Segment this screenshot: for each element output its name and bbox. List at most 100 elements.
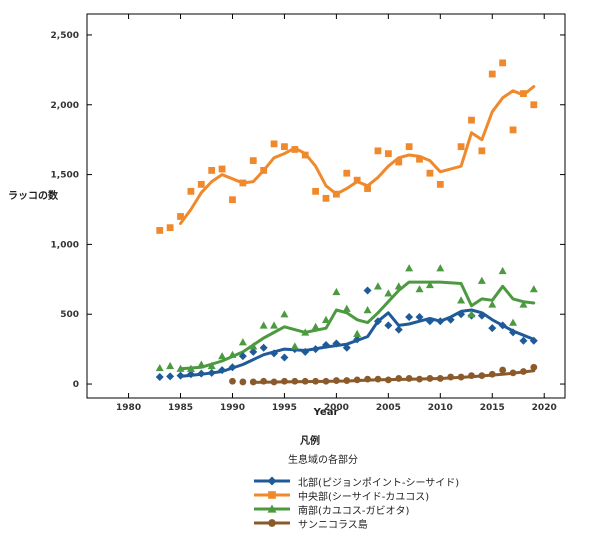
data-point-series-1 [301, 151, 309, 159]
y-tick-label: 0 [73, 380, 79, 390]
data-point-series-2 [457, 296, 466, 304]
data-point-series-3 [364, 375, 371, 383]
legend-title: 凡例 [300, 436, 320, 447]
data-point-series-1 [499, 59, 507, 67]
data-point-series-3 [436, 375, 444, 382]
data-point-series-0 [529, 336, 538, 345]
legend-swatch-marker [268, 519, 276, 527]
data-point-series-3 [426, 375, 434, 382]
data-point-series-2 [280, 310, 289, 318]
legend-label: 北部(ピジョンポイント-シーサイド) [298, 477, 460, 489]
trend-line-series-1 [179, 85, 536, 225]
data-point-series-1 [177, 213, 184, 220]
trend-line-series-0 [179, 308, 536, 378]
data-point-series-0 [363, 286, 372, 295]
data-point-series-3 [520, 368, 527, 375]
data-point-series-2 [353, 329, 362, 337]
legend-swatch [254, 491, 290, 499]
data-point-series-2 [384, 289, 393, 297]
y-tick-label: 2,500 [51, 31, 79, 41]
data-point-series-2 [311, 322, 320, 330]
data-point-series-0 [186, 370, 195, 379]
data-point-series-1 [218, 165, 226, 173]
x-tick-label: 2020 [532, 403, 557, 413]
x-tick-label: 2000 [324, 403, 349, 413]
data-point-series-0 [394, 325, 403, 334]
legend-swatch [254, 519, 290, 527]
data-point-series-2 [373, 282, 382, 290]
data-point-series-1 [509, 126, 517, 134]
legend-swatch [254, 476, 290, 486]
data-point-series-1 [249, 157, 257, 165]
data-point-series-1 [281, 143, 288, 151]
y-tick-label: 1,000 [51, 240, 79, 250]
data-point-series-1 [312, 187, 320, 195]
data-point-series-0 [488, 324, 497, 333]
data-point-series-1 [426, 169, 434, 177]
data-point-series-3 [312, 377, 320, 385]
data-point-series-1 [488, 70, 496, 78]
data-point-series-0 [498, 321, 507, 330]
x-tick-label: 1995 [272, 403, 297, 413]
data-point-series-2 [176, 364, 185, 372]
data-point-series-1 [229, 196, 236, 204]
legend-swatch-marker [267, 476, 277, 486]
data-point-series-2 [509, 318, 518, 326]
data-point-series-0 [207, 368, 216, 377]
legend-entry: サンニコラス島 [252, 516, 582, 531]
data-point-series-0 [446, 315, 455, 324]
data-point-series-3 [478, 372, 486, 380]
legend-label: 中央部(シーサイド-カユコス) [298, 491, 430, 503]
legend-label: 南部(カユコス-ガビオタ) [298, 505, 410, 517]
data-point-series-2 [290, 342, 299, 350]
data-point-series-2 [322, 315, 330, 324]
x-tick-label: 2005 [376, 403, 401, 413]
x-axis-title: Year [313, 407, 339, 418]
axes: 1980 1985 1990 1995 2000 2005 2010 2015 2020 0 500… [51, 14, 565, 413]
data-point-series-0 [457, 310, 466, 319]
data-point-series-3 [260, 377, 268, 385]
y-tick-label: 2,000 [51, 101, 79, 111]
data-point-series-2 [186, 364, 195, 372]
data-point-series-3 [395, 375, 403, 382]
data-point-series-3 [332, 377, 340, 384]
data-point-series-1 [520, 90, 527, 97]
legend-swatch-marker [267, 504, 277, 513]
x-tick-label: 2010 [428, 403, 453, 413]
data-point-series-0 [270, 349, 279, 358]
data-point-series-0 [342, 343, 351, 352]
data-point-series-2 [218, 352, 227, 360]
data-point-series-3 [457, 373, 465, 381]
data-point-series-0 [166, 372, 175, 381]
data-point-series-1 [364, 185, 371, 192]
data-point-series-1 [468, 116, 475, 124]
data-point-series-1 [208, 166, 216, 174]
data-point-series-1 [239, 179, 247, 187]
data-point-series-0 [197, 369, 206, 378]
y-tick-label: 500 [60, 310, 79, 320]
data-point-series-3 [291, 377, 299, 385]
data-point-series-3 [301, 377, 309, 385]
data-point-series-0 [332, 339, 341, 348]
data-point-series-0 [373, 317, 382, 326]
data-point-series-0 [509, 328, 518, 337]
data-point-series-1 [405, 143, 413, 151]
data-point-series-2 [415, 285, 424, 293]
data-point-series-3 [353, 376, 361, 384]
data-point-series-0 [353, 335, 362, 344]
data-point-series-1 [416, 155, 423, 163]
data-point-series-2 [405, 264, 414, 272]
y-axis-title: ラッコの数 [8, 189, 59, 202]
data-point-series-2 [363, 306, 372, 314]
data-point-series-0 [228, 363, 237, 372]
x-tick-label: 1990 [220, 403, 245, 413]
data-point-series-3 [281, 377, 288, 385]
data-point-series-1 [384, 150, 392, 158]
data-point-series-1 [457, 143, 465, 151]
legend: 凡例 生息域の各部分 北部(ピジョンポイント-シーサイド) 中央部(シーサイド-カ… [252, 432, 582, 531]
data-point-series-3 [384, 376, 392, 384]
data-point-series-2 [477, 276, 486, 284]
x-tick-label: 1980 [116, 403, 141, 413]
data-point-series-0 [176, 371, 185, 380]
